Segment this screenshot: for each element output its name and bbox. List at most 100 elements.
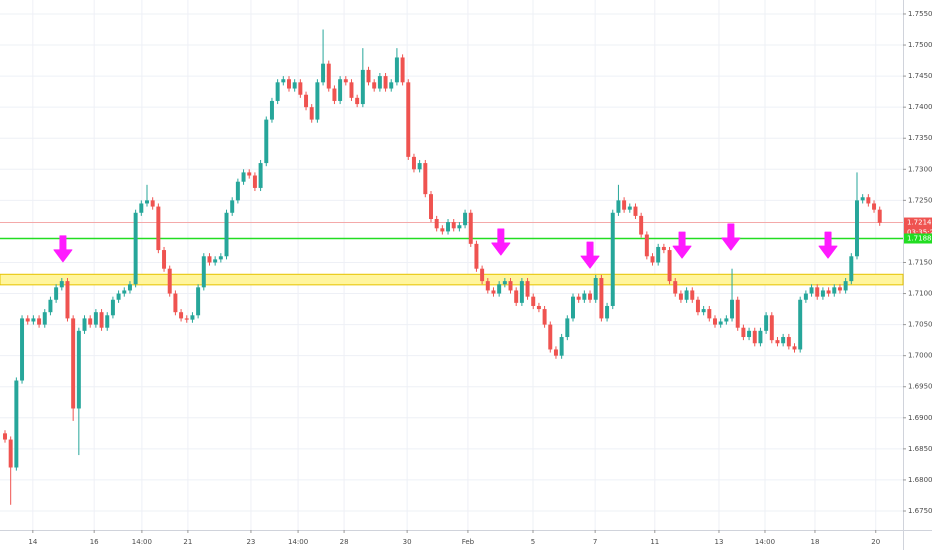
candle-body (394, 57, 399, 83)
candle-body (667, 250, 672, 282)
candle-body (826, 290, 831, 294)
candle-body (582, 293, 587, 300)
candle-body (548, 324, 553, 350)
candle-body (3, 433, 7, 440)
y-tick-label: 1.75000 (908, 41, 932, 49)
candle-body (786, 337, 791, 347)
candle-body (724, 318, 729, 322)
y-tick-label: 1.70500 (908, 321, 932, 329)
candle-body (235, 181, 240, 201)
candle-body (275, 82, 280, 101)
candle-body (877, 209, 882, 223)
candle-body (644, 234, 649, 257)
y-tick-label: 1.71000 (908, 290, 932, 298)
y-tick-label: 1.68000 (908, 476, 932, 484)
y-tick-label: 1.71500 (908, 258, 932, 266)
candle-body (372, 82, 377, 89)
candle-body (497, 284, 502, 294)
candle-body (860, 197, 865, 201)
price-label-box (904, 217, 932, 238)
candle-body (252, 175, 257, 188)
price-label: 1.72143 (907, 219, 932, 227)
y-tick-label: 1.69000 (908, 414, 932, 422)
candle-body (514, 290, 519, 303)
candle-body (315, 82, 320, 120)
candle-body (110, 299, 115, 316)
candle-body (207, 256, 212, 263)
candle-body (179, 312, 184, 319)
candle-body (695, 299, 700, 313)
candle-body (536, 305, 541, 310)
candle-body (571, 296, 575, 319)
candle-body (622, 200, 627, 210)
candle-body (764, 315, 769, 331)
candle-body (684, 290, 689, 300)
candle-body (105, 315, 110, 328)
x-tick-label: 14:00 (755, 538, 775, 546)
candle-body (400, 57, 405, 83)
candle-body (196, 287, 201, 316)
candle-body (247, 172, 252, 176)
candle-body (88, 318, 93, 325)
candle-body (673, 281, 678, 294)
y-tick-label: 1.68500 (908, 445, 932, 453)
candle-body (201, 256, 206, 288)
candle-body (463, 212, 468, 226)
x-tick-label: 21 (183, 538, 192, 546)
candle-body (167, 268, 172, 294)
candle-body (474, 243, 479, 269)
candle-body (59, 281, 64, 288)
candle-body (735, 299, 740, 328)
candle-body (332, 88, 337, 101)
candle-body (661, 246, 666, 251)
candle-body (411, 156, 416, 170)
candle-body (519, 281, 524, 303)
candle-body (502, 281, 507, 285)
candle-body (678, 293, 683, 300)
candle-body (633, 206, 638, 216)
candle-body (446, 222, 451, 232)
candle-body (701, 309, 706, 313)
candle-body (366, 69, 371, 83)
y-tick-label: 1.69500 (908, 383, 932, 391)
y-tick-label: 1.70000 (908, 352, 932, 360)
x-tick-label: 23 (246, 538, 255, 546)
candle-body (383, 76, 388, 89)
candle-body (406, 82, 411, 157)
y-tick-label: 1.75500 (908, 10, 932, 18)
candle-body (588, 293, 593, 300)
candle-body (292, 82, 297, 89)
candle-body (855, 200, 859, 257)
arrow-annotation (53, 235, 73, 263)
candle-body (173, 293, 178, 313)
countdown-label: 03:35:25 (907, 229, 932, 237)
y-tick-label: 1.67500 (908, 507, 932, 515)
candle-body (837, 287, 842, 291)
candle-body (343, 79, 348, 83)
candle-body (190, 315, 195, 320)
y-tick-label: 1.72500 (908, 196, 932, 204)
candle-body (576, 296, 581, 300)
candle-body (281, 79, 286, 83)
candle-body (54, 287, 59, 300)
x-tick-label: 28 (340, 538, 349, 546)
candle-body (820, 290, 825, 297)
candle-body (139, 203, 144, 213)
arrow-annotation (721, 223, 741, 251)
candle-body (815, 287, 820, 297)
candle-body (616, 200, 621, 213)
candle-body (713, 318, 717, 325)
candle-body (287, 79, 291, 89)
candle-body (872, 203, 877, 210)
x-tick-label: 13 (715, 538, 724, 546)
candle-body (8, 439, 13, 468)
candle-body (792, 346, 797, 350)
candle-body (434, 218, 439, 229)
candle-body (82, 318, 87, 331)
x-tick-label: 14:00 (288, 538, 308, 546)
candle-body (377, 76, 382, 89)
candle-body (37, 318, 42, 325)
candle-body (775, 340, 780, 344)
candle-body (610, 212, 615, 306)
